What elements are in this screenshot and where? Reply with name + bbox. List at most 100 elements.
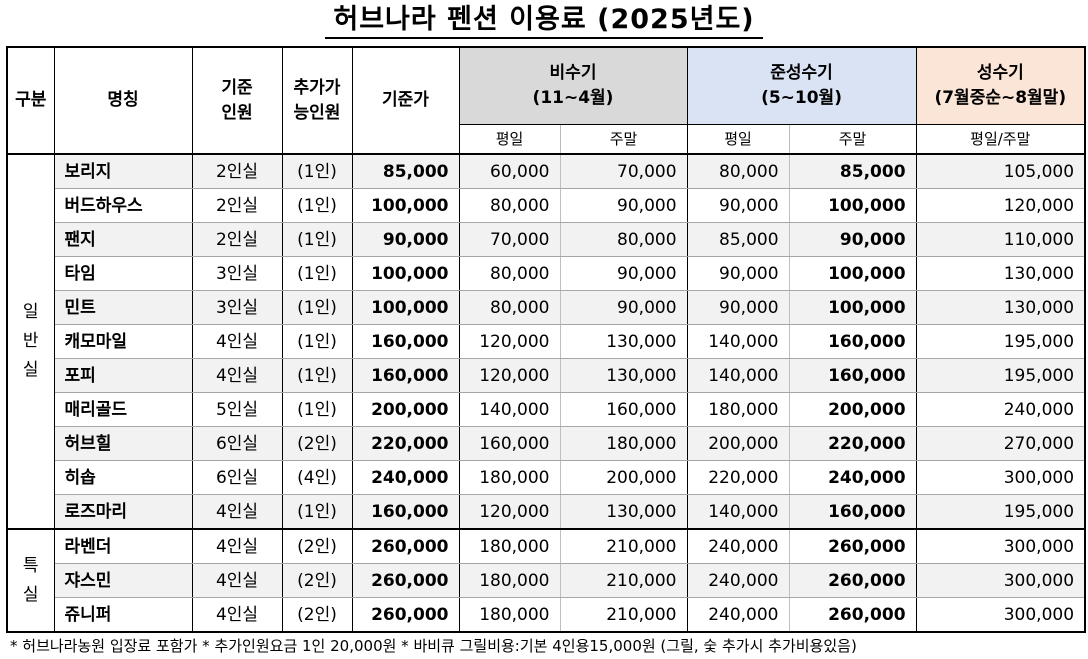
mid-season-weekday-price: 80,000 bbox=[687, 154, 790, 189]
room-capacity: 3인실 bbox=[192, 256, 283, 291]
header-capacity: 기준 인원 bbox=[192, 46, 283, 155]
off-season-weekday-price: 70,000 bbox=[459, 222, 561, 257]
room-base-price: 160,000 bbox=[352, 358, 460, 393]
peak-season-price: 300,000 bbox=[916, 597, 1087, 633]
peak-season-price: 195,000 bbox=[916, 358, 1087, 393]
header-mid-weekend: 주말 bbox=[789, 124, 917, 155]
room-extra-capacity: (1인) bbox=[282, 154, 353, 189]
subheader-row: 평일 주말 평일 주말 평일/주말 bbox=[7, 124, 1087, 155]
mid-season-weekday-price: 85,000 bbox=[687, 222, 790, 257]
mid-season-weekday-price: 140,000 bbox=[687, 324, 790, 359]
header-peak-season-line2: (7월중순~8월말) bbox=[934, 88, 1067, 108]
room-capacity: 4인실 bbox=[192, 529, 283, 564]
off-season-weekend-price: 70,000 bbox=[560, 154, 688, 189]
room-capacity: 6인실 bbox=[192, 426, 283, 461]
room-base-price: 240,000 bbox=[352, 460, 460, 495]
mid-season-weekday-price: 240,000 bbox=[687, 529, 790, 564]
page-title: 허브나라 펜션 이용료 (2025년도) bbox=[0, 3, 1088, 39]
category-char: 실 bbox=[22, 360, 39, 380]
peak-season-price: 195,000 bbox=[916, 324, 1087, 359]
off-season-weekday-price: 180,000 bbox=[459, 529, 561, 564]
room-capacity: 4인실 bbox=[192, 563, 283, 598]
room-extra-capacity: (1인) bbox=[282, 358, 353, 393]
header-capacity-line1: 기준 bbox=[221, 77, 253, 98]
mid-season-weekend-price: 100,000 bbox=[789, 290, 917, 325]
room-base-price: 100,000 bbox=[352, 256, 460, 291]
room-base-price: 200,000 bbox=[352, 392, 460, 427]
room-name: 히솝 bbox=[54, 460, 193, 495]
header-mid-season-line1: 준성수기 bbox=[770, 63, 833, 83]
table-row: 로즈마리 4인실 (1인) 160,000 120,000 130,000 140,000 1… bbox=[7, 494, 1087, 530]
peak-season-price: 300,000 bbox=[916, 460, 1087, 495]
room-name: 캐모마일 bbox=[54, 324, 193, 359]
header-base-price: 기준가 bbox=[352, 46, 460, 155]
room-extra-capacity: (4인) bbox=[282, 460, 353, 495]
table-row: 일 반 실 보리지 2인실 (1인) 85,000 60,000 70,000 80,000 85,… bbox=[6, 154, 1087, 530]
table-row: 매리골드 5인실 (1인) 200,000 140,000 160,000 180,000 2… bbox=[7, 392, 1087, 427]
peak-season-price: 120,000 bbox=[916, 188, 1087, 223]
off-season-weekend-price: 130,000 bbox=[560, 324, 688, 359]
peak-season-price: 240,000 bbox=[916, 392, 1087, 427]
peak-season-price: 300,000 bbox=[916, 563, 1087, 598]
header-row: 구분 명칭 기준 인원 추가가 능인원 기준가 비수기 (11~4월) 준성수기 (5~… bbox=[6, 46, 1087, 155]
mid-season-weekday-price: 140,000 bbox=[687, 358, 790, 393]
room-capacity: 5인실 bbox=[192, 392, 283, 427]
peak-season-price: 130,000 bbox=[916, 290, 1087, 325]
room-extra-capacity: (1인) bbox=[282, 392, 353, 427]
off-season-weekday-price: 180,000 bbox=[459, 597, 561, 633]
off-season-weekday-price: 140,000 bbox=[459, 392, 561, 427]
room-capacity: 2인실 bbox=[192, 188, 283, 223]
header-name: 명칭 bbox=[54, 46, 193, 155]
mid-season-weekday-price: 200,000 bbox=[687, 426, 790, 461]
room-extra-capacity: (1인) bbox=[282, 290, 353, 325]
off-season-weekend-price: 160,000 bbox=[560, 392, 688, 427]
room-base-price: 90,000 bbox=[352, 222, 460, 257]
off-season-weekend-price: 180,000 bbox=[560, 426, 688, 461]
room-name: 버드하우스 bbox=[54, 188, 193, 223]
peak-season-price: 270,000 bbox=[916, 426, 1087, 461]
mid-season-weekend-price: 160,000 bbox=[789, 324, 917, 359]
header-extra-line2: 능인원 bbox=[293, 102, 341, 123]
category-char: 특 bbox=[22, 555, 39, 576]
room-extra-capacity: (1인) bbox=[282, 324, 353, 359]
mid-season-weekend-price: 100,000 bbox=[789, 256, 917, 291]
room-extra-capacity: (2인) bbox=[282, 597, 353, 633]
category-char: 반 bbox=[22, 331, 39, 351]
room-base-price: 160,000 bbox=[352, 324, 460, 359]
mid-season-weekday-price: 90,000 bbox=[687, 290, 790, 325]
room-extra-capacity: (1인) bbox=[282, 256, 353, 291]
mid-season-weekend-price: 260,000 bbox=[789, 563, 917, 598]
room-capacity: 6인실 bbox=[192, 460, 283, 495]
header-off-weekend: 주말 bbox=[560, 124, 688, 155]
off-season-weekday-price: 120,000 bbox=[459, 324, 561, 359]
table-row: 버드하우스 2인실 (1인) 100,000 80,000 90,000 90,000 100… bbox=[7, 188, 1087, 223]
off-season-weekday-price: 80,000 bbox=[459, 256, 561, 291]
header-mid-season-line2: (5~10월) bbox=[761, 88, 842, 108]
room-base-price: 220,000 bbox=[352, 426, 460, 461]
off-season-weekday-price: 160,000 bbox=[459, 426, 561, 461]
table-row: 캐모마일 4인실 (1인) 160,000 120,000 130,000 140,000 1… bbox=[7, 324, 1087, 359]
mid-season-weekday-price: 240,000 bbox=[687, 597, 790, 633]
peak-season-price: 110,000 bbox=[916, 222, 1087, 257]
room-name: 라벤더 bbox=[54, 529, 193, 564]
off-season-weekend-price: 130,000 bbox=[560, 494, 688, 530]
mid-season-weekend-price: 220,000 bbox=[789, 426, 917, 461]
header-extra-line1: 추가가 bbox=[293, 77, 341, 98]
peak-season-price: 130,000 bbox=[916, 256, 1087, 291]
room-base-price: 260,000 bbox=[352, 563, 460, 598]
off-season-weekend-price: 210,000 bbox=[560, 597, 688, 633]
header-off-season-line2: (11~4월) bbox=[532, 88, 614, 108]
peak-season-price: 105,000 bbox=[916, 154, 1087, 189]
off-season-weekend-price: 210,000 bbox=[560, 563, 688, 598]
table-row: 포피 4인실 (1인) 160,000 120,000 130,000 140,000 160… bbox=[7, 358, 1087, 393]
room-capacity: 4인실 bbox=[192, 324, 283, 359]
off-season-weekend-price: 80,000 bbox=[560, 222, 688, 257]
room-capacity: 4인실 bbox=[192, 597, 283, 633]
mid-season-weekday-price: 90,000 bbox=[687, 256, 790, 291]
mid-season-weekend-price: 160,000 bbox=[789, 494, 917, 530]
mid-season-weekday-price: 180,000 bbox=[687, 392, 790, 427]
table-row: 팬지 2인실 (1인) 90,000 70,000 80,000 85,000 90,000 1… bbox=[7, 222, 1087, 257]
off-season-weekday-price: 120,000 bbox=[459, 358, 561, 393]
off-season-weekday-price: 80,000 bbox=[459, 188, 561, 223]
table-row: 쟈스민 4인실 (2인) 260,000 180,000 210,000 240,000 26… bbox=[7, 563, 1087, 598]
